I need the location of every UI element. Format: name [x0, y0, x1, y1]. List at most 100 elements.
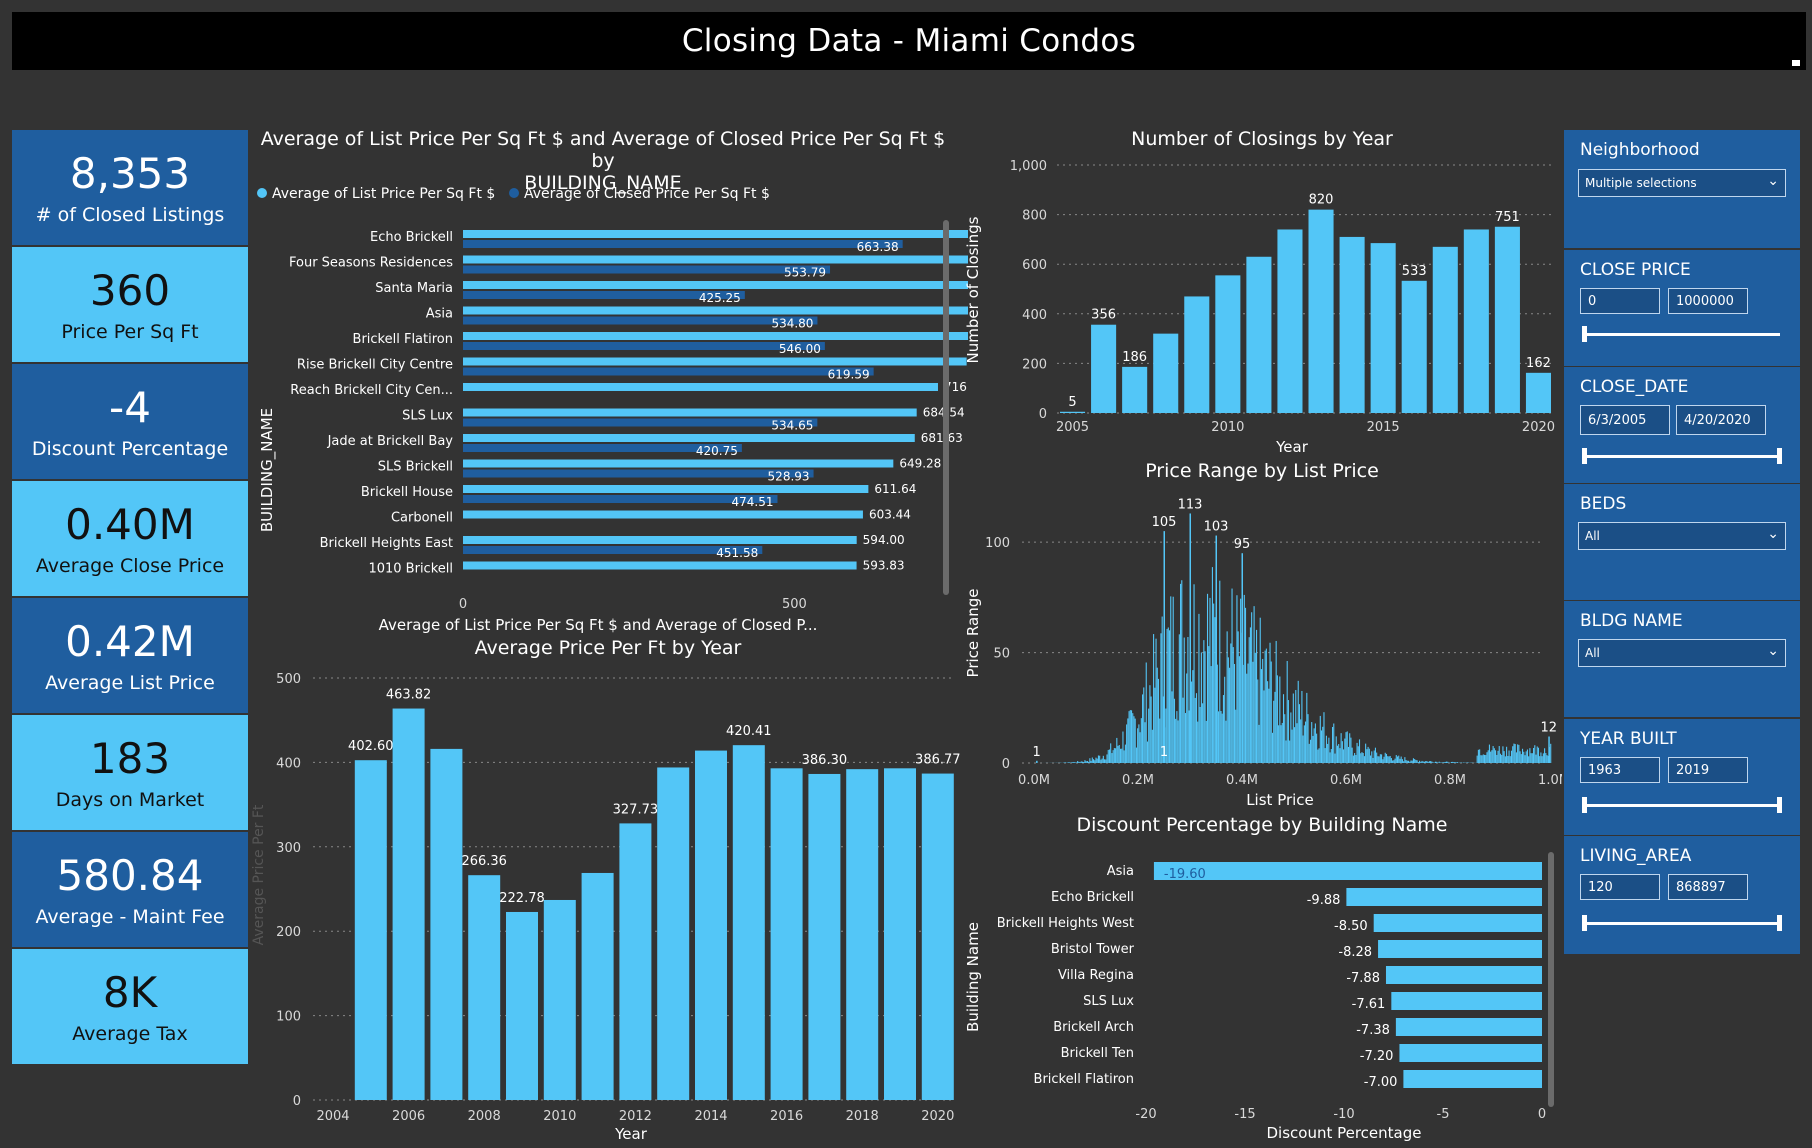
year-built-slider-max-handle[interactable] — [1777, 797, 1782, 813]
histogram-bar — [1529, 748, 1531, 763]
living-area-max-input[interactable]: 868897 — [1668, 874, 1748, 900]
value-label-list: 611.64 — [874, 482, 916, 496]
histogram-bar — [1224, 676, 1226, 763]
y-axis-title: Average Price Per Ft — [251, 804, 267, 945]
living-area-slider-track[interactable] — [1582, 915, 1782, 931]
close-price-max-input[interactable]: 1000000 — [1668, 288, 1748, 314]
neighborhood-dropdown[interactable]: Multiple selections ⌄ — [1578, 169, 1786, 197]
living-area-slider-min-handle[interactable] — [1582, 915, 1587, 931]
slicer-close-price: CLOSE PRICE 0 1000000 — [1564, 250, 1800, 366]
year-built-min-input[interactable]: 1963 — [1580, 757, 1660, 783]
close-price-slider-track[interactable] — [1582, 326, 1780, 342]
histogram-bar — [1186, 673, 1188, 763]
category-label: Jade at Brickell Bay — [327, 434, 454, 449]
living-area-min-input[interactable]: 120 — [1580, 874, 1660, 900]
histogram-bar — [1124, 744, 1126, 763]
year-built-slider-min-handle[interactable] — [1582, 797, 1587, 813]
bar-list-price — [463, 408, 917, 417]
histogram-bar — [1177, 720, 1179, 763]
histogram-bar — [1176, 711, 1178, 763]
bar — [846, 769, 879, 1100]
focus-mode-icon[interactable] — [1792, 60, 1800, 66]
histogram-bar — [1414, 759, 1416, 763]
y-axis-title: Price Range — [964, 589, 982, 678]
histogram-bar — [1243, 594, 1245, 763]
histogram-bar — [1133, 716, 1135, 763]
histogram-bar — [1230, 643, 1232, 763]
close-date-slider-max-handle[interactable] — [1777, 448, 1782, 464]
discount-chart: Discount Percentage by Building Name Bui… — [962, 812, 1562, 1146]
histogram-bar — [1211, 567, 1213, 763]
histogram-bar — [1340, 733, 1342, 763]
histogram-bar — [1140, 718, 1142, 763]
data-label: 356 — [1091, 308, 1116, 323]
y-tick-label: 100 — [276, 1010, 301, 1025]
y-tick-label: 600 — [1022, 258, 1047, 273]
histogram-bar — [1155, 638, 1157, 763]
close-date-min-input[interactable]: 6/3/2005 — [1580, 405, 1670, 435]
histogram-bar — [1153, 634, 1155, 763]
annotated-bar — [1036, 760, 1038, 763]
histogram-bar — [1192, 670, 1194, 763]
y-tick-label: 200 — [1022, 357, 1047, 372]
year-built-slider-track[interactable] — [1582, 797, 1782, 813]
kpi-label: # of Closed Listings — [35, 203, 225, 226]
histogram-bar — [1329, 752, 1331, 763]
histogram-bar — [1308, 743, 1310, 763]
bar — [884, 768, 916, 1100]
histogram-bar — [1503, 751, 1505, 763]
histogram-bar — [1476, 755, 1478, 763]
histogram-bar — [1518, 744, 1520, 763]
histogram-bar — [1399, 758, 1401, 763]
histogram-bar — [1539, 756, 1541, 763]
category-label: Brickell Ten — [1061, 1046, 1134, 1061]
year-built-max-input[interactable]: 2019 — [1668, 757, 1748, 783]
histogram-bar — [1094, 760, 1096, 763]
scrollbar-thumb — [943, 220, 949, 595]
close-date-slider-track[interactable] — [1582, 448, 1782, 464]
histogram-bar — [1144, 722, 1146, 763]
histogram-bar — [1362, 753, 1364, 763]
category-label: SLS Lux — [402, 409, 453, 424]
bldg-name-dropdown[interactable]: All ⌄ — [1578, 639, 1786, 667]
histogram-bar — [1130, 710, 1133, 763]
data-label: 186 — [1122, 350, 1147, 365]
histogram-bar — [1129, 710, 1131, 763]
bar-closed-price — [463, 240, 903, 248]
histogram-bar — [1160, 633, 1162, 763]
histogram-bar — [1227, 657, 1229, 763]
histogram-bar — [1115, 748, 1117, 763]
y-tick-label: 400 — [276, 756, 301, 771]
histogram-bar — [1328, 737, 1330, 763]
histogram-bar — [1126, 724, 1128, 763]
bar — [1391, 992, 1542, 1010]
histogram-bar — [1258, 724, 1260, 763]
discount-plot: Building Name Discount Percentage -20 -15 -1… — [964, 852, 1554, 1142]
close-price-slider-min-handle[interactable] — [1582, 326, 1587, 342]
histogram-bar — [1070, 762, 1073, 763]
price-per-ft-plot: 0 100 200 300 400 500 Average Price Per Ft Year… — [251, 672, 961, 1143]
close-price-min-input[interactable]: 0 — [1580, 288, 1660, 314]
legend-closed-label: Average of Closed Price Per Sq Ft $ — [524, 186, 770, 202]
x-tick-label: 2014 — [694, 1109, 727, 1124]
bar-list-price — [463, 306, 968, 315]
histogram-bar — [1282, 694, 1285, 763]
histogram-bar — [1175, 718, 1177, 763]
histogram-bar — [1204, 651, 1206, 763]
bar — [1370, 243, 1396, 413]
close-date-slider-min-handle[interactable] — [1582, 448, 1587, 464]
histogram-bar — [1331, 726, 1334, 763]
histogram-bar — [1490, 751, 1492, 763]
living-area-slider-max-handle[interactable] — [1777, 915, 1782, 931]
category-label: Bristol Tower — [1051, 942, 1135, 957]
histogram-bar — [1535, 754, 1537, 763]
kpi-label: Average Close Price — [35, 554, 225, 577]
bar — [1378, 940, 1542, 958]
close-date-max-input[interactable]: 4/20/2020 — [1676, 405, 1766, 435]
histogram-bar — [1268, 688, 1270, 763]
bar-closed-price — [463, 265, 831, 274]
histogram-bar — [1102, 755, 1104, 763]
histogram-bar — [1508, 750, 1510, 763]
beds-dropdown[interactable]: All ⌄ — [1578, 522, 1786, 550]
building-price-plot: Average of List Price Per Sq Ft $ Average… — [257, 186, 968, 634]
